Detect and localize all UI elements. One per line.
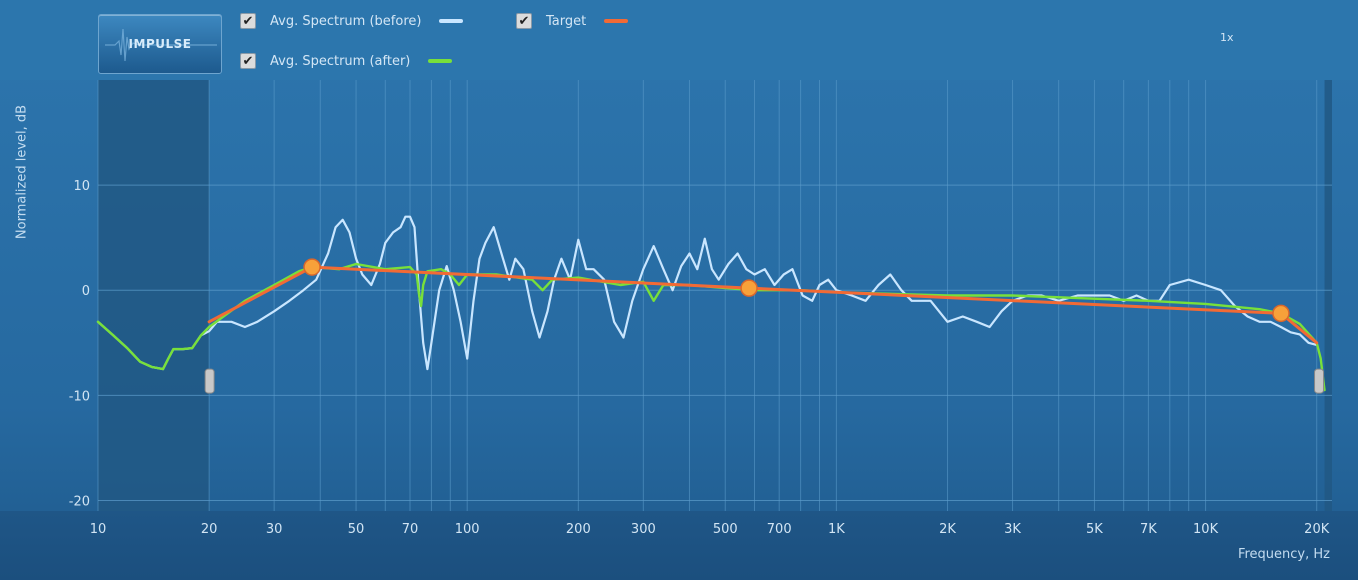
x-axis-title: Frequency, Hz bbox=[1237, 547, 1330, 562]
x-tick-label: 2K bbox=[939, 522, 956, 537]
legend-before-label: Avg. Spectrum (before) bbox=[270, 13, 422, 29]
x-tick-label: 200 bbox=[566, 522, 591, 537]
x-tick-label: 10 bbox=[90, 522, 107, 537]
masked-regions bbox=[98, 80, 1332, 511]
impulse-button[interactable]: IMPULSE bbox=[98, 14, 222, 74]
y-tick-labels: 10 0 -10 -20 bbox=[69, 179, 90, 509]
range-handles bbox=[204, 368, 1325, 394]
legend-target-swatch bbox=[604, 19, 629, 23]
impulse-waveform-icon bbox=[105, 28, 217, 62]
target-checkbox[interactable]: ✔ bbox=[516, 13, 532, 29]
zoom-level[interactable]: 1x bbox=[1220, 31, 1234, 44]
legend-after[interactable]: ✔ Avg. Spectrum (after) bbox=[240, 53, 453, 69]
masked-region-low bbox=[98, 80, 210, 511]
grid-lines bbox=[97, 80, 1332, 511]
target-curve-line bbox=[207, 265, 1319, 345]
x-tick-label: 7K bbox=[1140, 522, 1157, 537]
impulse-button-label: IMPULSE bbox=[128, 37, 192, 51]
y-tick-label: -10 bbox=[69, 389, 90, 404]
x-tick-label: 100 bbox=[455, 522, 480, 537]
before-checkbox[interactable]: ✔ bbox=[240, 13, 256, 29]
y-tick-label: -20 bbox=[69, 494, 90, 509]
x-tick-label: 20 bbox=[201, 522, 218, 537]
masked-region-high bbox=[1324, 80, 1332, 511]
legend-before[interactable]: ✔ Avg. Spectrum (before) bbox=[240, 13, 464, 29]
x-tick-label: 70 bbox=[402, 522, 419, 537]
high-cutoff-handle[interactable] bbox=[1314, 368, 1325, 394]
y-axis-title: Normalized level, dB bbox=[14, 104, 30, 240]
target-control-point[interactable] bbox=[1272, 304, 1290, 323]
x-tick-label: 300 bbox=[631, 522, 656, 537]
x-tick-label: 20K bbox=[1304, 522, 1330, 537]
legend-before-swatch bbox=[439, 19, 464, 23]
before-spectrum-line bbox=[96, 215, 1318, 371]
legend-after-label: Avg. Spectrum (after) bbox=[270, 53, 411, 69]
series-lines bbox=[96, 215, 1326, 392]
legend-after-swatch bbox=[428, 59, 453, 63]
x-tick-label: 30 bbox=[266, 522, 283, 537]
y-tick-label: 10 bbox=[73, 179, 90, 194]
frequency-axis-bar bbox=[0, 511, 1358, 580]
x-tick-label: 5K bbox=[1086, 522, 1103, 537]
x-tick-label: 1K bbox=[828, 522, 845, 537]
target-control-point[interactable] bbox=[740, 279, 758, 297]
x-tick-labels: 10 20 30 50 70 100 200 300 500 700 1K 2K 3K 5K 7K 10K 20… bbox=[90, 522, 1330, 537]
after-checkbox[interactable]: ✔ bbox=[240, 53, 256, 69]
toolbar: IMPULSE ✔ Avg. Spectrum (before) ✔ Targe… bbox=[0, 0, 1358, 80]
x-tick-label: 50 bbox=[348, 522, 365, 537]
x-tick-label: 700 bbox=[767, 522, 792, 537]
after-spectrum-line bbox=[96, 262, 1326, 392]
target-control-points bbox=[303, 258, 1290, 323]
x-tick-label: 3K bbox=[1004, 522, 1021, 537]
target-control-point[interactable] bbox=[303, 258, 321, 276]
legend-target[interactable]: ✔ Target bbox=[516, 13, 629, 29]
y-tick-label: 0 bbox=[82, 284, 90, 299]
legend-target-label: Target bbox=[546, 13, 587, 29]
x-tick-label: 10K bbox=[1193, 522, 1219, 537]
low-cutoff-handle[interactable] bbox=[204, 368, 215, 394]
x-tick-label: 500 bbox=[713, 522, 738, 537]
